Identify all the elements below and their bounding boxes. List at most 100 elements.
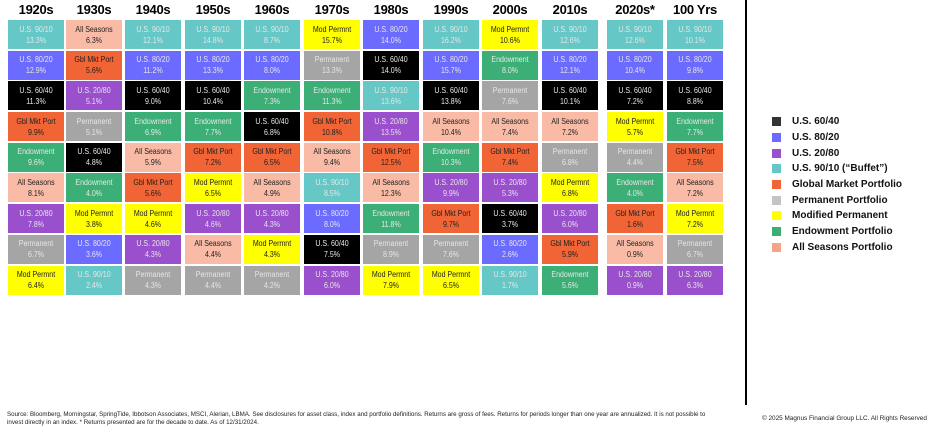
return-cell: U.S. 60/40 13.8% bbox=[423, 81, 479, 111]
return-cell: Gbl Mkt Port 7.4% bbox=[482, 142, 538, 172]
return-cell: U.S. 20/80 0.9% bbox=[607, 265, 663, 295]
return-cell: Endowment 4.0% bbox=[66, 173, 122, 203]
portfolio-name: Mod Permnt bbox=[193, 177, 233, 187]
return-cell: Gbl Mkt Port 6.5% bbox=[244, 142, 300, 172]
return-cell: U.S. 20/80 6.3% bbox=[667, 265, 723, 295]
return-value: 4.8% bbox=[85, 158, 103, 168]
return-cell: All Seasons 4.4% bbox=[185, 234, 241, 264]
portfolio-name: U.S. 90/10 bbox=[196, 24, 230, 34]
return-value: 13.3% bbox=[26, 35, 46, 45]
return-cell: All Seasons 8.1% bbox=[8, 173, 64, 203]
portfolio-name: U.S. 90/10 bbox=[19, 24, 53, 34]
return-cell: U.S. 60/40 3.7% bbox=[482, 204, 538, 234]
return-value: 10.3% bbox=[441, 158, 461, 168]
return-value: 6.5% bbox=[204, 188, 222, 198]
portfolio-name: Gbl Mkt Port bbox=[490, 147, 530, 157]
return-cell: Mod Permnt 5.7% bbox=[607, 112, 663, 142]
portfolio-name: Endowment bbox=[551, 270, 589, 279]
return-cell: U.S. 60/40 10.4% bbox=[185, 81, 241, 111]
portfolio-name: Gbl Mkt Port bbox=[615, 208, 655, 218]
portfolio-name: U.S. 60/40 bbox=[553, 85, 587, 95]
portfolio-name: U.S. 90/10 bbox=[77, 270, 111, 279]
return-value: 6.7% bbox=[27, 250, 45, 260]
return-cell: U.S. 90/10 2.4% bbox=[66, 265, 122, 295]
column-header: 1970s bbox=[314, 2, 350, 17]
return-cell: Permanent 6.7% bbox=[667, 234, 723, 264]
portfolio-name: Permanent bbox=[552, 147, 588, 157]
return-value: 10.4% bbox=[625, 66, 645, 76]
return-value: 4.3% bbox=[263, 250, 281, 260]
legend-swatch bbox=[772, 133, 781, 143]
legend-swatch bbox=[772, 211, 781, 221]
column-1960s: 1960s U.S. 90/10 8.7% U.S. 80/20 8.0% Endowme… bbox=[244, 0, 300, 296]
return-cell: Permanent 4.4% bbox=[185, 265, 241, 295]
return-cell: All Seasons 5.9% bbox=[125, 142, 181, 172]
portfolio-name: U.S. 60/40 bbox=[196, 85, 230, 95]
portfolio-name: Gbl Mkt Port bbox=[16, 116, 56, 126]
legend-label: Endowment Portfolio bbox=[792, 226, 893, 238]
return-cell: Permanent 6.8% bbox=[542, 142, 598, 172]
return-cell: Permanent 7.6% bbox=[423, 234, 479, 264]
legend-label: U.S. 80/20 bbox=[792, 132, 840, 144]
portfolio-name: Permanent bbox=[76, 116, 112, 126]
portfolio-name: Mod Permnt bbox=[675, 208, 715, 218]
return-value: 4.0% bbox=[85, 188, 103, 198]
return-value: 0.9% bbox=[626, 250, 644, 260]
portfolio-name: U.S. 90/10 bbox=[315, 177, 349, 187]
return-cell: Endowment 11.3% bbox=[304, 81, 360, 111]
legend-label: Permanent Portfolio bbox=[792, 194, 888, 206]
column-1970s: 1970s Mod Permnt 15.7% Permanent 13.3% Endowm… bbox=[304, 0, 360, 296]
return-value: 4.3% bbox=[263, 219, 281, 229]
legend-item: U.S. 80/20 bbox=[772, 130, 902, 146]
return-cell: Mod Permnt 6.5% bbox=[185, 173, 241, 203]
portfolio-name: U.S. 90/10 bbox=[618, 24, 652, 34]
return-value: 4.3% bbox=[144, 250, 162, 260]
column-1990s: 1990s U.S. 90/10 16.2% U.S. 80/20 15.7% U.S. … bbox=[423, 0, 479, 296]
portfolio-name: U.S. 60/40 bbox=[136, 85, 170, 95]
column-1920s: 1920s U.S. 90/10 13.3% U.S. 80/20 12.9% U.S. … bbox=[8, 0, 64, 296]
return-cell: Permanent 4.4% bbox=[607, 142, 663, 172]
return-cell: Endowment 6.9% bbox=[125, 112, 181, 142]
portfolio-name: Endowment bbox=[616, 177, 654, 187]
return-cell: All Seasons 9.4% bbox=[304, 142, 360, 172]
portfolio-name: Mod Permnt bbox=[252, 239, 292, 249]
portfolio-name: U.S. 90/10 bbox=[255, 24, 289, 34]
return-cell: All Seasons 12.3% bbox=[363, 173, 419, 203]
portfolio-name: Permanent bbox=[254, 270, 290, 279]
column-header: 1980s bbox=[373, 2, 409, 17]
return-cell: U.S. 80/20 12.9% bbox=[8, 50, 64, 80]
portfolio-name: U.S. 90/10 bbox=[553, 24, 587, 34]
return-cell: U.S. 90/10 12.1% bbox=[125, 20, 181, 49]
return-value: 9.4% bbox=[323, 158, 341, 168]
legend-label: All Seasons Portfolio bbox=[792, 241, 893, 253]
column-2010s: 2010s U.S. 90/10 12.6% U.S. 80/20 12.1% U.S. … bbox=[542, 0, 598, 296]
portfolio-name: Gbl Mkt Port bbox=[193, 147, 233, 157]
return-cell: U.S. 80/20 14.0% bbox=[363, 20, 419, 49]
portfolio-name: U.S. 60/40 bbox=[315, 239, 349, 249]
return-cell: U.S. 80/20 11.2% bbox=[125, 50, 181, 80]
return-value: 6.0% bbox=[561, 219, 579, 229]
column-header: 1930s bbox=[76, 2, 112, 17]
return-value: 6.8% bbox=[561, 188, 579, 198]
column-header: 2000s bbox=[492, 2, 528, 17]
return-cell: U.S. 60/40 9.0% bbox=[125, 81, 181, 111]
copyright: © 2025 Magnus Financial Group LLC. All R… bbox=[762, 415, 927, 422]
portfolio-name: Permanent bbox=[18, 239, 54, 249]
return-value: 5.9% bbox=[561, 250, 579, 260]
return-value: 9.9% bbox=[442, 188, 460, 198]
return-value: 7.2% bbox=[686, 188, 704, 198]
column-header: 1990s bbox=[433, 2, 469, 17]
return-value: 12.9% bbox=[26, 66, 46, 76]
return-value: 11.3% bbox=[26, 96, 46, 106]
return-value: 9.9% bbox=[27, 127, 45, 137]
legend-swatch bbox=[772, 195, 781, 205]
return-value: 13.5% bbox=[381, 127, 401, 137]
portfolio-name: U.S. 60/40 bbox=[618, 85, 652, 95]
legend-label: U.S. 20/80 bbox=[792, 147, 840, 159]
return-cell: U.S. 80/20 8.0% bbox=[304, 204, 360, 234]
portfolio-name: All Seasons bbox=[75, 24, 113, 34]
portfolio-name: Permanent bbox=[135, 270, 171, 279]
legend-label: Modified Permanent bbox=[792, 210, 888, 222]
portfolio-name: Mod Permnt bbox=[550, 177, 590, 187]
return-value: 6.4% bbox=[27, 281, 45, 290]
